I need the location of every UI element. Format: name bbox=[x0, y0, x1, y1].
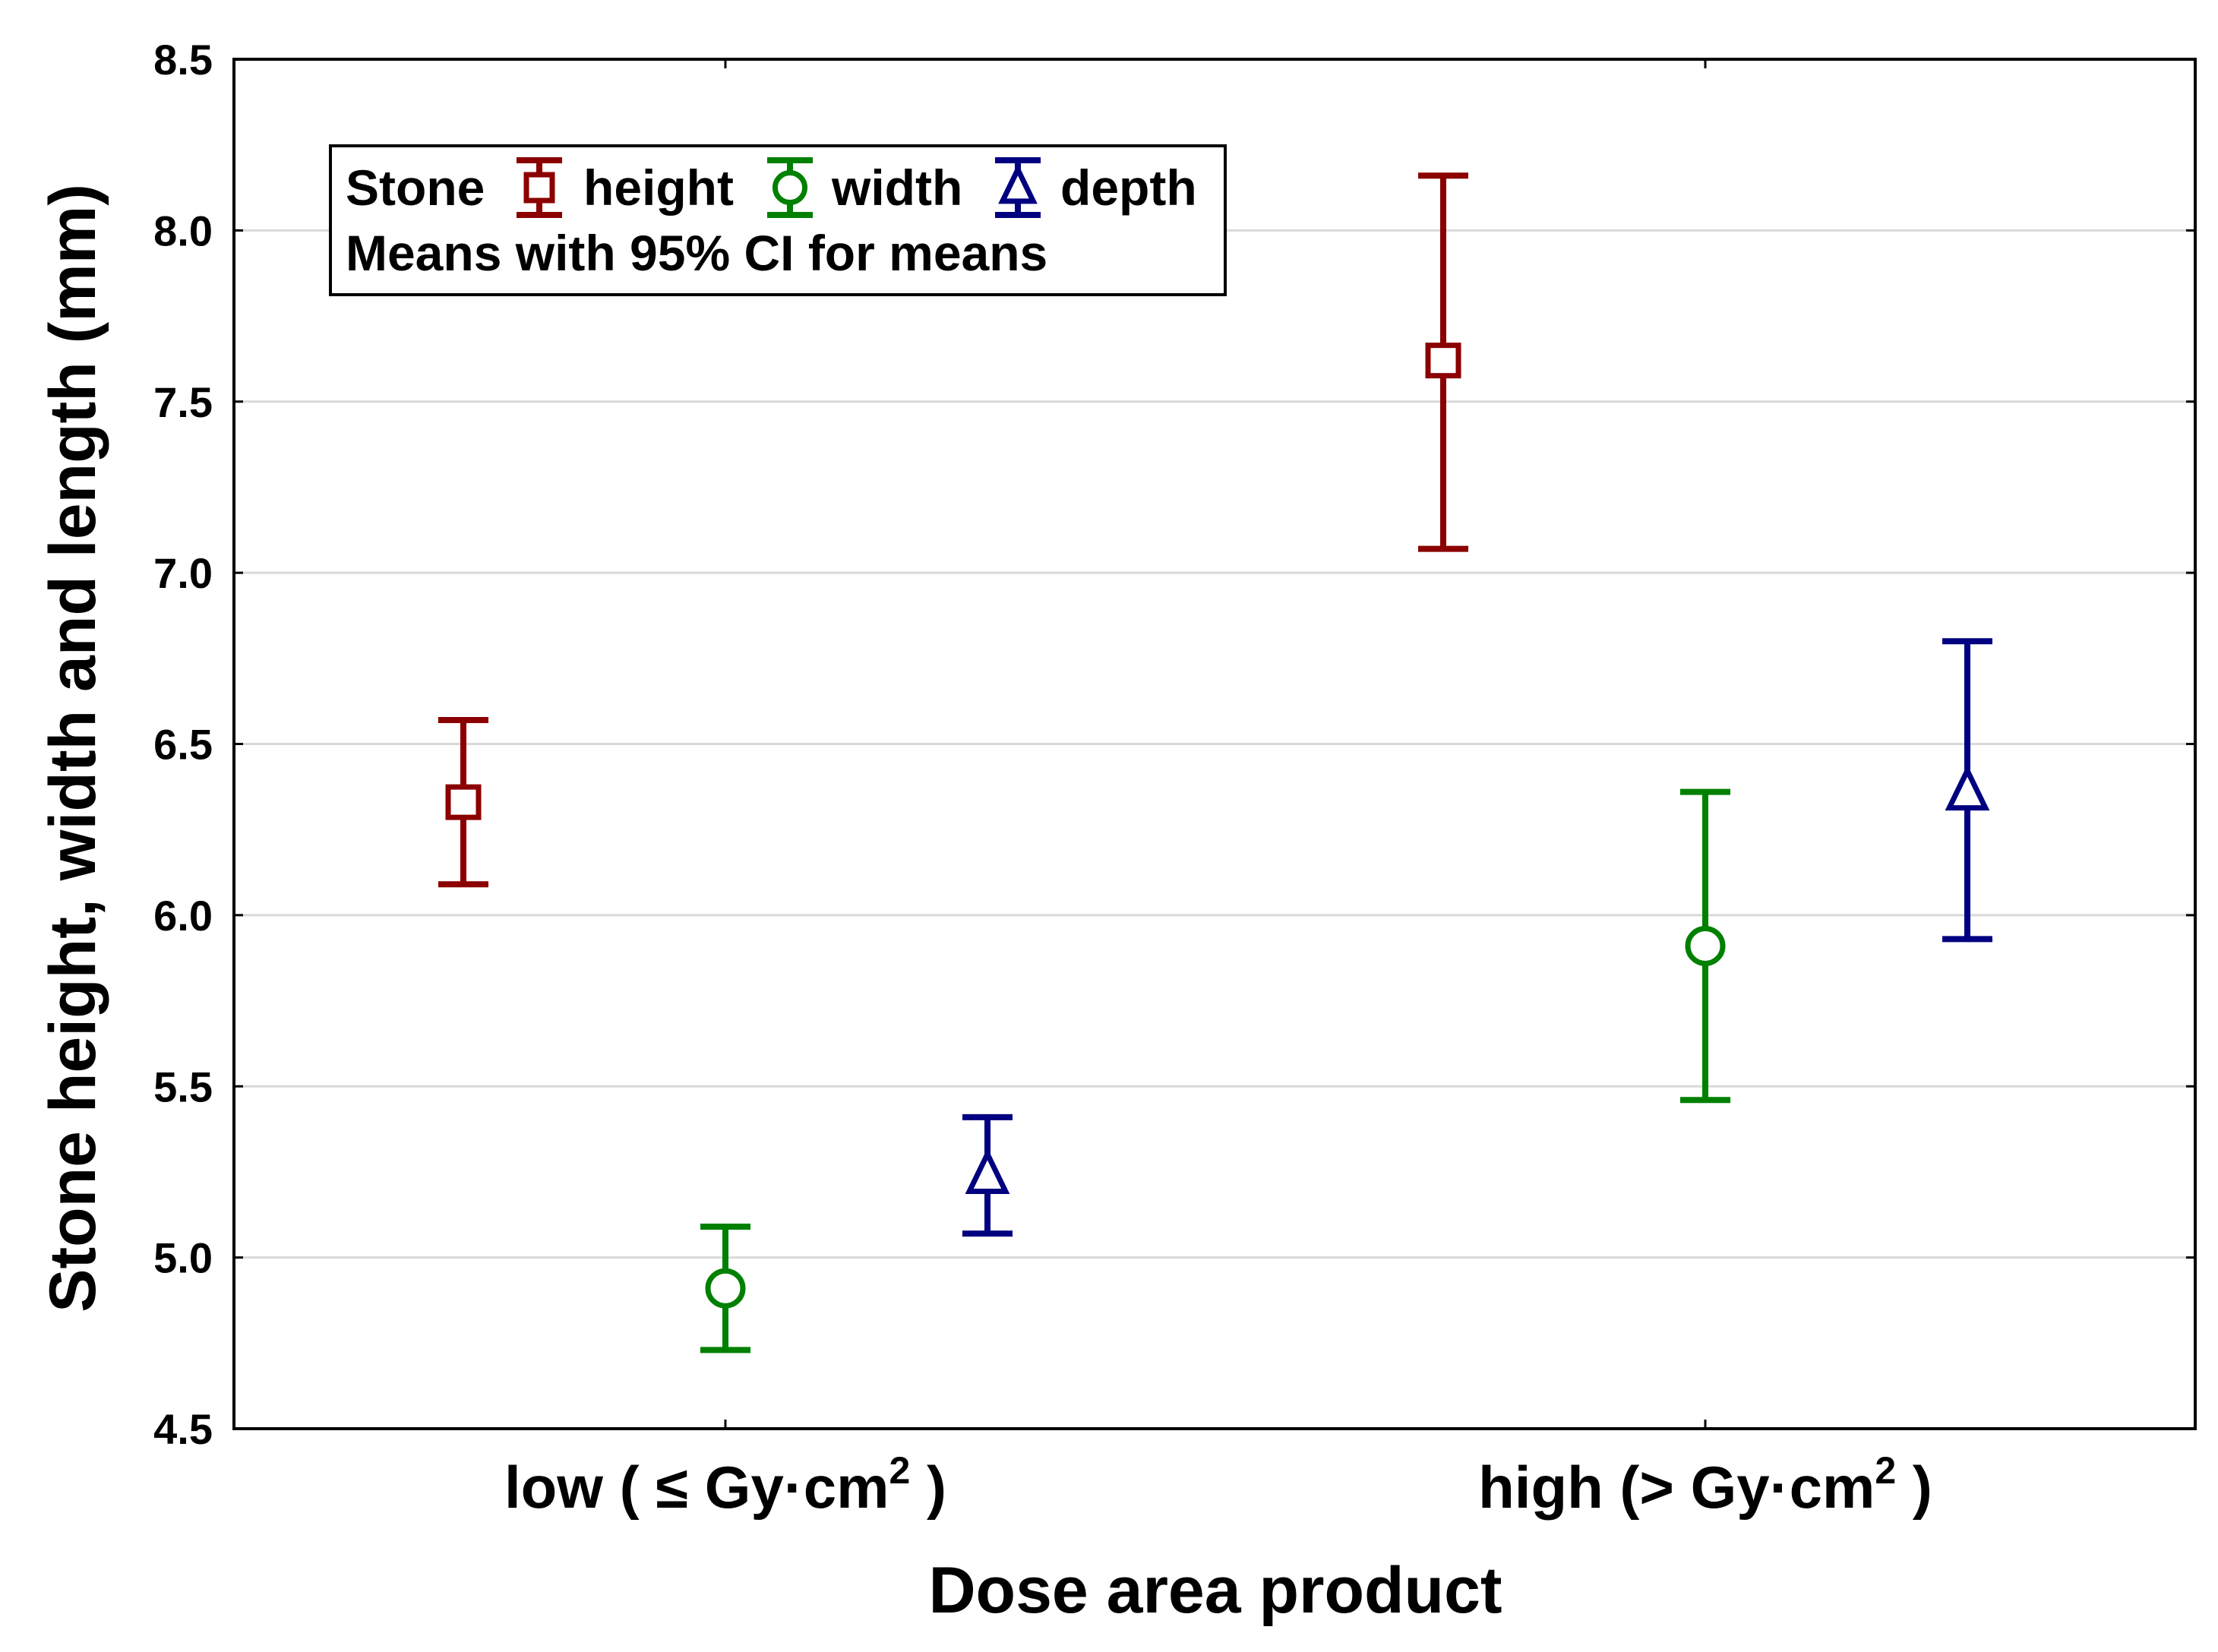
legend-width-label: width bbox=[831, 160, 962, 216]
legend-height-marker bbox=[523, 172, 555, 204]
x-category-label: high (> Gy·cm2 ) bbox=[1478, 1449, 1932, 1521]
y-axis-title: Stone height, width and length (mm) bbox=[36, 184, 109, 1312]
series-width bbox=[700, 788, 1730, 1354]
y-tick-label: 8.5 bbox=[153, 36, 213, 84]
category-superscript: 2 bbox=[1875, 1449, 1896, 1492]
depth-point-high bbox=[1942, 638, 1992, 943]
y-tick-label: 8.0 bbox=[153, 207, 213, 254]
legend: Stone height width depth Means with 95% … bbox=[329, 144, 1227, 296]
y-tick-label: 7.5 bbox=[153, 378, 213, 426]
y-axis: 4.5 5.0 5.5 6.0 6.5 7.0 7.5 8.0 8.5 bbox=[153, 36, 2195, 1453]
height-point-high bbox=[1418, 172, 1468, 552]
series-height bbox=[438, 172, 1468, 888]
legend-width-symbol bbox=[767, 157, 813, 218]
depth-mean-marker bbox=[965, 1148, 1010, 1194]
legend-depth-marker bbox=[998, 163, 1038, 204]
y-tick-label: 6.5 bbox=[153, 721, 213, 769]
x-axis: low ( ≤ Gy·cm2 ) high (> Gy·cm2 ) bbox=[504, 59, 1932, 1521]
legend-prefix: Stone bbox=[346, 160, 485, 216]
y-tick-label: 4.5 bbox=[153, 1405, 213, 1453]
series-depth bbox=[962, 638, 1992, 1237]
depth-mean-marker bbox=[1945, 764, 1990, 811]
y-tick-label: 5.5 bbox=[153, 1063, 213, 1110]
depth-point-low bbox=[962, 1113, 1013, 1237]
x-category-label: low ( ≤ Gy·cm2 ) bbox=[504, 1449, 946, 1521]
width-mean-marker bbox=[705, 1268, 746, 1309]
y-tick-label: 5.0 bbox=[153, 1234, 213, 1282]
legend-box bbox=[329, 144, 1227, 296]
category-text: ) bbox=[910, 1454, 946, 1521]
x-axis-title: Dose area product bbox=[928, 1554, 1502, 1627]
category-superscript: 2 bbox=[889, 1449, 911, 1492]
legend-height-symbol bbox=[517, 157, 562, 218]
category-text: high (> Gy·cm bbox=[1478, 1454, 1875, 1521]
height-point-low bbox=[438, 716, 488, 888]
legend-depth-label: depth bbox=[1060, 160, 1197, 216]
y-tick-label: 6.0 bbox=[153, 892, 213, 940]
category-text: low ( ≤ Gy·cm bbox=[504, 1454, 889, 1521]
category-text: ) bbox=[1896, 1454, 1932, 1521]
legend-height-label: height bbox=[583, 160, 734, 216]
height-mean-marker bbox=[445, 784, 482, 820]
legend-subtitle: Means with 95% CI for means bbox=[346, 225, 1047, 281]
series-layer bbox=[438, 172, 1992, 1354]
width-mean-marker bbox=[1685, 925, 1726, 966]
width-point-low bbox=[700, 1224, 750, 1354]
legend-depth-symbol bbox=[995, 157, 1041, 218]
y-tick-label: 7.0 bbox=[153, 549, 213, 597]
width-point-high bbox=[1680, 788, 1730, 1104]
height-mean-marker bbox=[1425, 343, 1461, 379]
legend-width-marker bbox=[772, 169, 808, 206]
gridlines bbox=[234, 229, 2195, 1259]
